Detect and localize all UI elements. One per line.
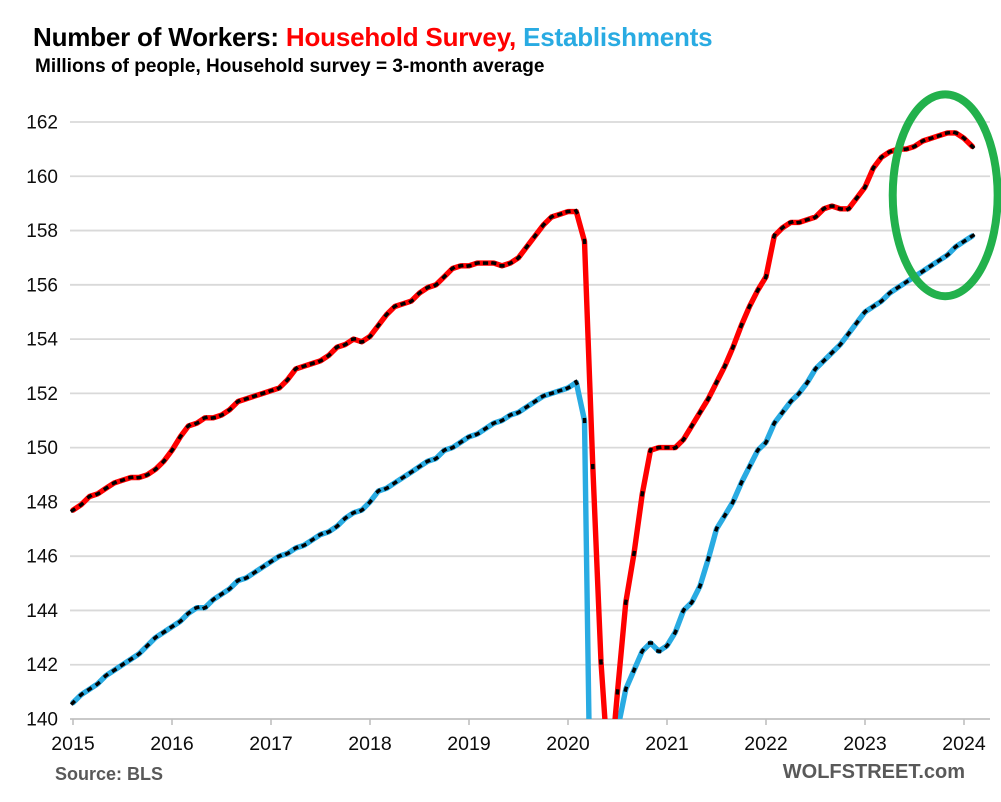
series-household: [69, 130, 976, 719]
x-axis: 2015 2016 2017 2018 2019 2020 2021 2022 2023 2024: [51, 718, 990, 755]
page-title: Number of Workers: Household Survey, Est…: [33, 22, 713, 53]
y-tick-label: 150: [26, 438, 58, 459]
y-tick-label: 156: [26, 275, 58, 296]
y-tick-label: 144: [26, 601, 58, 622]
y-tick-label: 162: [26, 113, 58, 134]
x-tick-label: 2018: [348, 733, 391, 755]
y-tick-label: 160: [26, 167, 58, 188]
y-tick-label: 152: [26, 384, 58, 405]
wolfstreet-watermark: WOLFSTREET.com: [782, 761, 965, 783]
title-establishments: Establishments: [523, 22, 713, 52]
x-tick-label: 2020: [546, 733, 590, 755]
x-tick-label: 2019: [447, 733, 490, 755]
source-label: Source: BLS: [55, 764, 164, 784]
y-tick-label: 142: [26, 655, 58, 676]
gridlines: [70, 121, 990, 720]
chart-subtitle: Millions of people, Household survey = 3…: [35, 56, 545, 77]
y-tick-label: 140: [26, 710, 58, 731]
x-tick-label: 2016: [150, 733, 193, 755]
y-tick-label: 154: [26, 330, 58, 351]
x-tick-label: 2021: [645, 733, 688, 755]
title-household-survey: Household Survey,: [285, 22, 524, 52]
y-tick-label: 146: [26, 547, 58, 568]
y-tick-label: 148: [26, 492, 58, 513]
title-prefix: Number of Workers:: [33, 22, 286, 52]
highlight-ellipse: [888, 90, 1001, 301]
series-establishments: [69, 233, 976, 719]
y-axis-labels: 140 142 144 146 148 150 152 154 156 158 160 162: [26, 113, 58, 731]
y-tick-label: 158: [26, 221, 58, 242]
x-tick-label: 2024: [942, 733, 986, 755]
x-tick-label: 2022: [744, 733, 787, 755]
x-tick-label: 2023: [843, 733, 886, 755]
x-tick-label: 2017: [249, 733, 292, 755]
x-tick-label: 2015: [51, 733, 95, 755]
